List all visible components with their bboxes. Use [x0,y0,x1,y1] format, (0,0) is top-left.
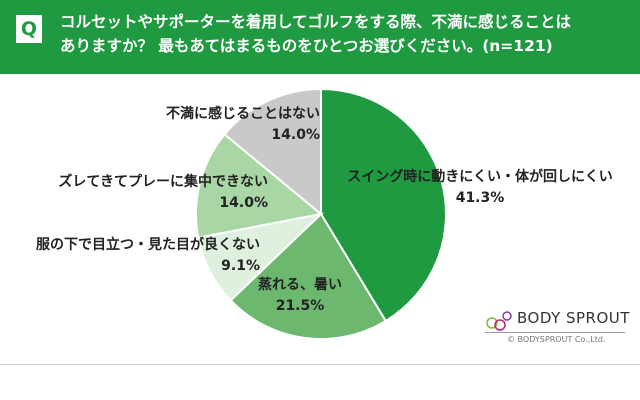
slice-label-0: スイング時に動きにくい・体が回しにくい 41.3% [347,169,613,206]
copyright: © BODYSPROUT Co.,Ltd. [507,335,606,344]
pie-slice-3 [195,132,324,239]
slice-label-1: 蒸れる、暑い 21.5% [258,277,342,314]
slice-label-2: 服の下で目立つ・見た目が良くない 9.1% [36,237,260,274]
question-header: Q コルセットやサポーターを着用してゴルフをする際、不満に感じることは あります… [0,0,640,74]
pie-slice-1 [229,212,388,340]
pie-slice-4 [223,87,322,217]
q-badge: Q [16,15,42,43]
bottom-divider [0,364,640,365]
question-line-2: ありますか？ 最もあてはまるものをひとつお選びください。(n=121) [60,37,553,55]
logo-divider [485,332,625,333]
slice-label-3: ズレてきてプレーに集中できない 14.0% [58,174,268,211]
pie-slice-0 [320,87,447,323]
question-line-1: コルセットやサポーターを着用してゴルフをする際、不満に感じることは [60,13,572,31]
slice-label-4: 不満に感じることはない 14.0% [166,106,320,143]
logo-mark-icon [486,311,512,331]
question-text: コルセットやサポーターを着用してゴルフをする際、不満に感じることは ありますか？… [60,10,571,58]
logo-name: BODY SPROUT [517,309,630,327]
